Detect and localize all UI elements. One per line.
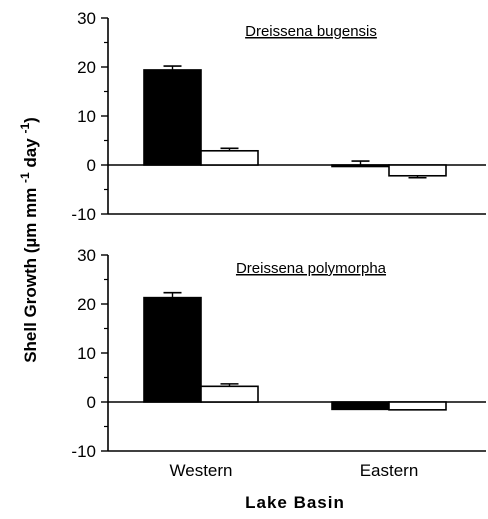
panel-title: Dreissena bugensis xyxy=(245,23,377,40)
y-tick-label: 10 xyxy=(77,107,96,126)
y-tick-label: 30 xyxy=(77,9,96,28)
y-tick-label: 20 xyxy=(77,58,96,77)
y-tick-label: 0 xyxy=(87,156,96,175)
y-tick-label: 30 xyxy=(77,246,96,265)
x-axis-labels: Western Eastern Lake Basin xyxy=(170,461,419,512)
bar-western-filled xyxy=(143,69,202,166)
bar-eastern-open xyxy=(388,401,447,411)
panels: 30 20 10 0 -10 Dreissena bugensis 30 20 10 0 -10 Dr… xyxy=(71,9,486,461)
y-tick-label: -10 xyxy=(71,205,96,224)
bar-western-filled xyxy=(143,296,202,403)
bar-eastern-open xyxy=(388,164,447,177)
panel-1: 30 20 10 0 -10 Dreissena bugensis xyxy=(71,9,486,224)
x-axis-title: Lake Basin xyxy=(245,493,345,512)
y-tick-label: -10 xyxy=(71,442,96,461)
bar-western-open xyxy=(200,149,259,166)
bar-western-open xyxy=(200,385,259,403)
panel-title: Dreissena polymorpha xyxy=(236,260,387,277)
y-tick-label: 10 xyxy=(77,344,96,363)
bar-eastern-filled xyxy=(331,164,390,168)
y-tick-label: 20 xyxy=(77,295,96,314)
panel-2: 30 20 10 0 -10 Dreissena polymorpha xyxy=(71,246,486,461)
x-tick-label-eastern: Eastern xyxy=(360,461,419,480)
y-tick-label: 0 xyxy=(87,393,96,412)
y-axis-title: Shell Growth (µm mm -1 day -1) xyxy=(18,117,40,363)
bar-eastern-filled xyxy=(331,401,390,411)
x-tick-label-western: Western xyxy=(170,461,233,480)
